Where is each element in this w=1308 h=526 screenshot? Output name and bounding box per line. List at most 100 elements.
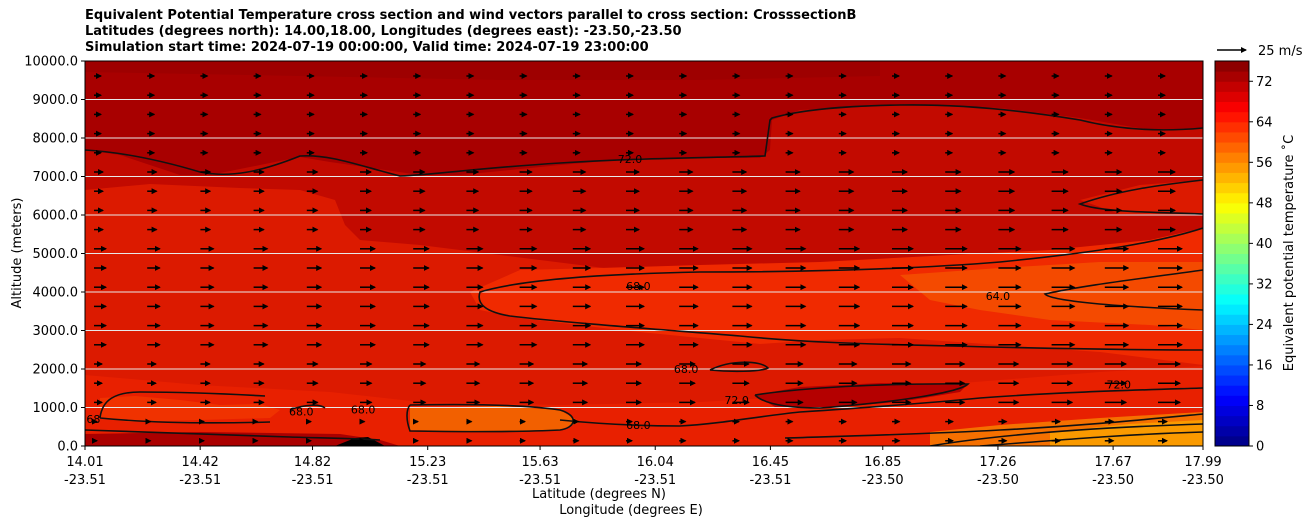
x-axis-label-longitude: Longitude (degrees E) [559, 503, 703, 518]
colorbar-segment [1215, 385, 1249, 396]
x-tick-label-lon: -23.51 [407, 473, 449, 488]
colorbar-segment [1215, 182, 1249, 194]
y-tick-label: 4000.0 [33, 286, 79, 301]
colorbar-segment [1215, 283, 1249, 295]
colorbar-segment [1215, 223, 1249, 234]
fill-band-top-darkest [85, 61, 1203, 175]
x-tick-label-lat: 15.63 [521, 455, 558, 470]
contour-labels: 72.068.068.064.068.072.072.068.0 68.068 [86, 153, 1131, 432]
chart-title-line-1: Equivalent Potential Temperature cross s… [85, 8, 857, 23]
wind-key: 25 m/s [1217, 44, 1303, 59]
x-tick-label-lon: -23.51 [634, 473, 676, 488]
x-tick-label-lon: -23.51 [64, 473, 106, 488]
colorbar-segment [1215, 212, 1249, 224]
x-tick-label-lat: 17.99 [1184, 455, 1221, 470]
x-tick-label-lat: 16.04 [637, 455, 674, 470]
x-tick-label-lat: 14.01 [66, 455, 103, 470]
colorbar-tick-label: 56 [1256, 156, 1273, 171]
chart-title-line-2: Latitudes (degrees north): 14.00,18.00, … [85, 24, 682, 39]
colorbar-segment [1215, 71, 1249, 82]
colorbar-tick-label: 72 [1256, 75, 1273, 90]
colorbar-segment [1215, 121, 1249, 133]
x-axis-label-latitude: Latitude (degrees N) [532, 487, 666, 502]
colorbar-segment [1215, 364, 1249, 376]
colorbar-tick-label: 8 [1256, 399, 1264, 414]
contour-line-bottom-right [784, 413, 1203, 446]
contour-label: 68.0 [626, 419, 651, 432]
y-tick-label: 9000.0 [33, 93, 79, 108]
y-axis-label: Altitude (meters) [10, 198, 25, 309]
fill-band-left-blob [100, 396, 280, 422]
colorbar-tick-label: 64 [1256, 115, 1273, 130]
x-tick-label-lat: 17.26 [979, 455, 1016, 470]
x-tick-label-lon: -23.50 [1092, 473, 1134, 488]
colorbar-segment [1215, 162, 1249, 173]
colorbar: 0 8 16 24 32 40 48 56 64 72 [1214, 60, 1273, 455]
colorbar-segment [1215, 81, 1249, 92]
contour-line-72-upper [85, 104, 1203, 177]
colorbar-segment [1215, 172, 1249, 184]
y-tick-label: 3000.0 [33, 324, 79, 339]
contour-label: 72.0 [724, 394, 749, 407]
colorbar-segment [1215, 324, 1249, 336]
colorbar-segment [1215, 354, 1249, 366]
y-tick-label: 10000.0 [24, 55, 78, 70]
x-tick-label-lon: -23.50 [977, 473, 1019, 488]
x-tick-label-lon: -23.50 [1182, 473, 1224, 488]
y-tick-label: 8000.0 [33, 132, 79, 147]
colorbar-segment [1215, 111, 1249, 123]
chart-title-line-3: Simulation start time: 2024-07-19 00:00:… [85, 40, 649, 55]
colorbar-segment [1215, 233, 1249, 244]
y-tick-label: 0.0 [57, 440, 78, 455]
fill-band-inner-orange [900, 262, 1203, 330]
y-axis: 0.0 1000.0 2000.0 3000.0 4000.0 5000.0 6000.0 7… [24, 55, 85, 455]
colorbar-segment [1215, 192, 1249, 204]
colorbar-segment [1215, 253, 1249, 265]
contour-label: 68.0 [351, 403, 376, 416]
colorbar-segment [1215, 435, 1249, 447]
x-tick-label-lat: 15.23 [409, 455, 446, 470]
contour-label: 68.0 [674, 363, 699, 376]
x-tick-label-lon: -23.51 [749, 473, 791, 488]
colorbar-segment [1215, 273, 1249, 285]
colorbar-tick-label: 48 [1256, 196, 1273, 211]
colorbar-segment [1215, 415, 1249, 427]
colorbar-segment [1215, 294, 1249, 305]
y-tick-label: 7000.0 [33, 170, 79, 185]
y-tick-label: 1000.0 [33, 401, 79, 416]
colorbar-tick-label: 0 [1256, 440, 1264, 455]
x-tick-label-lon: -23.50 [862, 473, 904, 488]
grid-lines [85, 99, 1203, 408]
colorbar-segment [1215, 395, 1249, 406]
y-tick-label: 5000.0 [33, 247, 79, 262]
colorbar-segment [1215, 425, 1249, 437]
contour-line-72-small-loop [709, 361, 770, 373]
contour-line-small-left [289, 404, 326, 411]
contour-label: 68 [86, 413, 100, 426]
colorbar-segment [1215, 142, 1249, 153]
fill-band-bottom-left-dark [85, 432, 400, 446]
colorbar-segment [1215, 152, 1249, 163]
x-tick-label-lat: 14.42 [182, 455, 219, 470]
wind-vectors [92, 73, 1183, 444]
colorbar-segment [1215, 101, 1249, 113]
contour-line-72-dark-blob [754, 383, 970, 409]
colorbar-segment [1215, 243, 1249, 254]
contour-label: 64.0 [986, 290, 1011, 303]
colorbar-tick-label: 32 [1256, 277, 1273, 292]
colorbar-frame [1214, 60, 1250, 447]
x-tick-label-lat: 17.67 [1095, 455, 1132, 470]
colorbar-segment [1215, 263, 1249, 275]
x-tick-label-lat: 16.45 [752, 455, 789, 470]
x-tick-label-lon: -23.51 [519, 473, 561, 488]
x-tick-label-lat: 16.85 [864, 455, 901, 470]
colorbar-segment [1215, 202, 1249, 214]
contour-line-68-lower [85, 387, 1203, 441]
colorbar-segment [1215, 314, 1249, 325]
colorbar-segment [1215, 131, 1249, 143]
colorbar-segment [1215, 61, 1249, 72]
colorbar-label: Equivalent potential temperature ˚C [1281, 135, 1297, 371]
contour-label: 68.0 [289, 405, 314, 418]
